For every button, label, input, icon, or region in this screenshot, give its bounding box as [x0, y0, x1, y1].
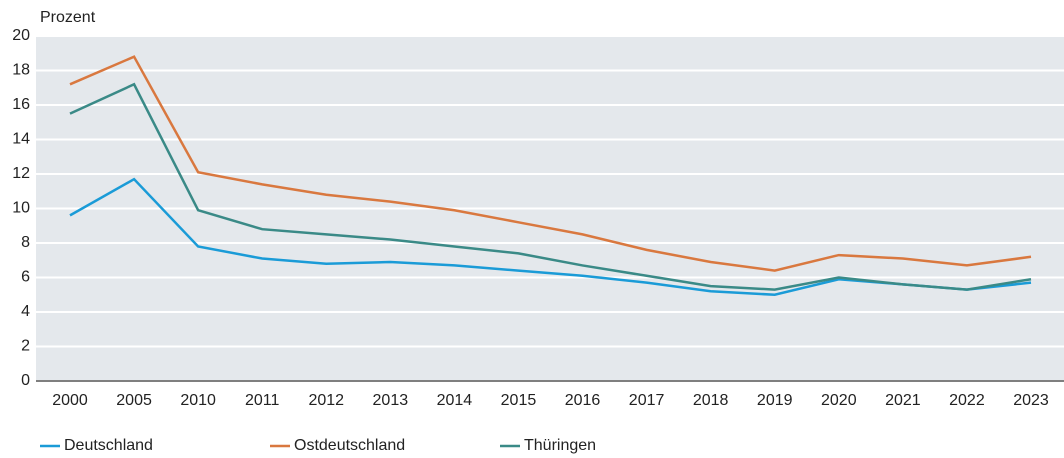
x-tick-label: 2023: [1013, 392, 1049, 409]
y-tick-label: 20: [12, 27, 30, 44]
x-tick-label: 2012: [308, 392, 344, 409]
legend-label: Thüringen: [524, 437, 596, 454]
x-tick-label: 2020: [821, 392, 857, 409]
y-tick-label: 6: [21, 269, 30, 286]
x-tick-label: 2017: [629, 392, 665, 409]
x-tick-label: 2021: [885, 392, 921, 409]
x-tick-label: 2018: [693, 392, 729, 409]
y-axis-label: Prozent: [40, 9, 96, 26]
legend-label: Deutschland: [64, 437, 153, 454]
y-tick-label: 18: [12, 62, 30, 79]
x-tick-label: 2016: [565, 392, 601, 409]
x-tick-label: 2014: [437, 392, 473, 409]
y-tick-label: 14: [12, 131, 30, 148]
x-tick-label: 2011: [245, 392, 280, 409]
y-tick-label: 8: [21, 234, 30, 251]
y-tick-label: 10: [12, 200, 30, 217]
legend-label: Ostdeutschland: [294, 437, 405, 454]
x-tick-label: 2015: [501, 392, 537, 409]
data-line: [69, 55, 1032, 272]
y-tick-label: 0: [21, 372, 30, 389]
x-tick-label: 2019: [757, 392, 793, 409]
x-tick-label: 2010: [180, 392, 216, 409]
x-tick-label: 2013: [373, 392, 409, 409]
x-tick-label: 2000: [52, 392, 88, 409]
x-tick-label: 2022: [949, 392, 985, 409]
y-tick-label: 12: [12, 165, 30, 182]
data-line: [69, 82, 1032, 291]
x-tick-label: 2005: [116, 392, 152, 409]
y-tick-label: 16: [12, 96, 30, 113]
y-tick-label: 4: [21, 303, 30, 320]
y-tick-label: 2: [21, 338, 30, 355]
